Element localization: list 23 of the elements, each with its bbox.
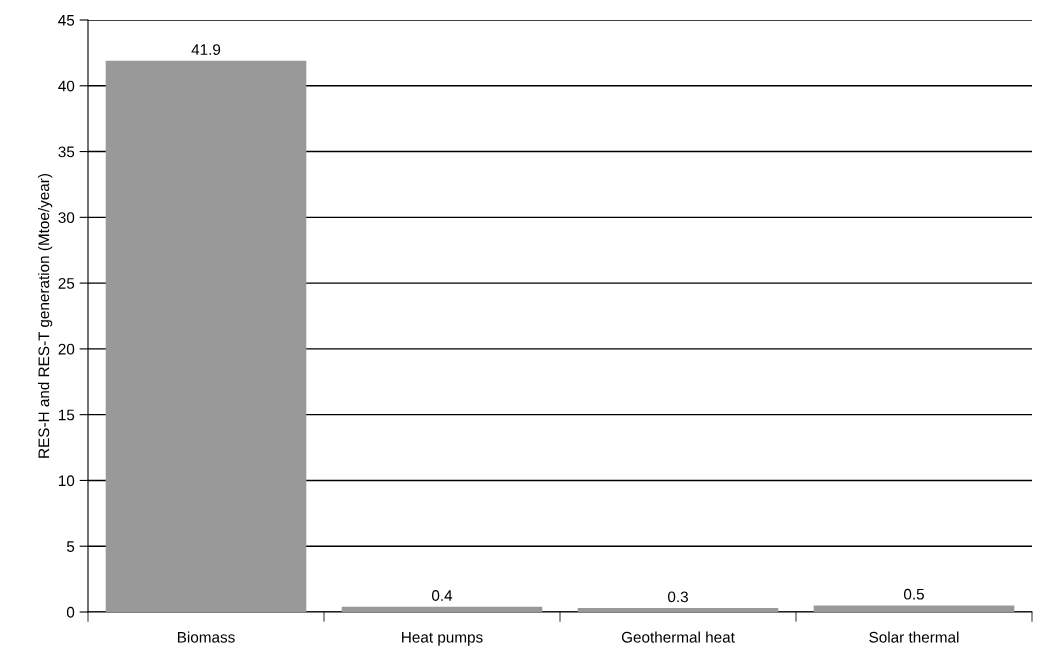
y-tick-label: 0 xyxy=(66,606,75,618)
y-tick-label: 35 xyxy=(58,146,75,158)
x-tick-label: Heat pumps xyxy=(402,632,483,646)
y-tick-label: 5 xyxy=(66,541,75,552)
y-axis-title: RES-H and RES-T generation (Mtoe/year) xyxy=(38,174,53,458)
bar xyxy=(105,60,307,612)
y-tick-label: 45 xyxy=(58,15,75,26)
data-label: 0.3 xyxy=(667,591,688,603)
y-tick-label: 20 xyxy=(58,343,75,355)
y-tick-label: 30 xyxy=(58,212,75,224)
x-tick-label: Geothermal heat xyxy=(621,631,735,643)
bar xyxy=(341,606,543,612)
y-tick-label: 40 xyxy=(58,80,75,92)
data-label: 41.9 xyxy=(191,44,221,55)
bar xyxy=(577,608,779,612)
data-label: 0.4 xyxy=(431,590,453,601)
bar xyxy=(813,605,1015,612)
x-tick-label: Solar thermal xyxy=(869,631,959,643)
x-tick-label: Biomass xyxy=(177,631,235,643)
y-tick-label: 10 xyxy=(58,475,75,487)
y-tick-label: 15 xyxy=(58,409,75,421)
y-tick-label: 25 xyxy=(58,277,75,289)
data-label: 0.5 xyxy=(903,588,924,600)
